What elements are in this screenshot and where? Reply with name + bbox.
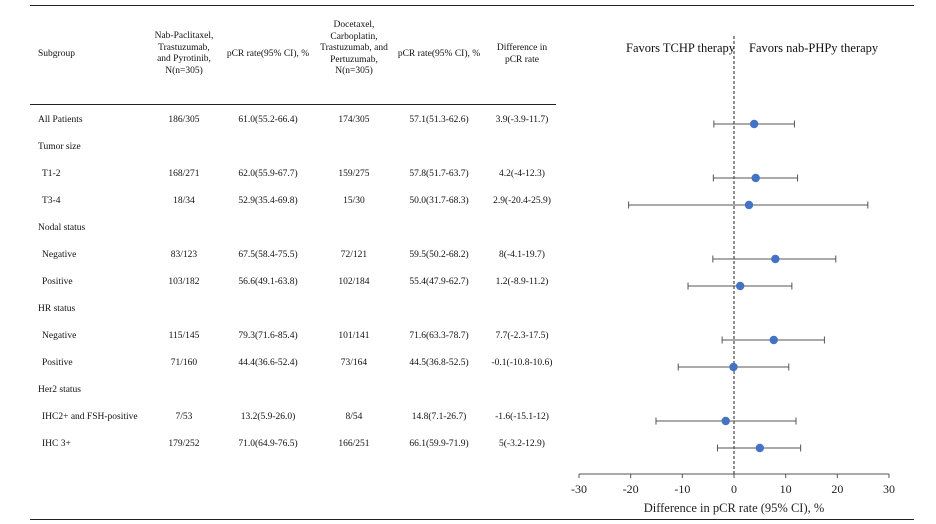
x-tick-label: -30 <box>571 482 587 496</box>
arm1-count: 179/252 <box>168 439 200 449</box>
point-estimate <box>721 416 730 426</box>
arm2-pcr-rate: 14.8(7.1-26.7) <box>411 412 467 422</box>
arm2-pcr-rate: 57.1(51.3-62.6) <box>409 115 469 125</box>
header-arm2: Docetaxel, Carboplatin, Trastuzumab, and Pe… <box>304 20 404 78</box>
x-tick-label: 30 <box>883 482 895 496</box>
header-arm1-line: and Pyrotinib, <box>157 54 211 64</box>
point-estimate <box>749 119 759 129</box>
header-difference-line: pCR rate <box>504 54 540 65</box>
subgroup-label: Positive <box>42 358 73 368</box>
group-label: HR status <box>38 304 76 314</box>
arm2-pcr-rate: 44.5(36.8-52.5) <box>409 358 469 368</box>
subgroup-label: T3-4 <box>42 196 61 206</box>
arm2-count: 8/54 <box>345 412 363 422</box>
favors-right-label: Favors nab-PHPy therapy <box>749 41 879 55</box>
arm1-count: 186/305 <box>168 115 200 125</box>
point-estimate <box>744 200 754 210</box>
arm1-pcr-rate: 67.5(58.4-75.5) <box>238 250 298 260</box>
subgroup-label: Negative <box>42 250 77 260</box>
point-estimate <box>729 362 738 372</box>
point-estimate <box>769 335 778 345</box>
subgroup-label: IHC2+ and FSH-positive <box>42 412 138 422</box>
difference-value: 2.9(-20.4-25.9) <box>493 196 551 206</box>
subgroup-label: Negative <box>42 331 77 341</box>
difference-value: 3.9(-3.9-11.7) <box>495 115 549 125</box>
arm1-pcr-rate: 56.6(49.1-63.8) <box>238 277 298 287</box>
arm1-count: 71/160 <box>170 358 198 368</box>
difference-value: 1.2(-8.9-11.2) <box>495 277 549 287</box>
table-bottom-rule <box>30 519 914 520</box>
header-arm1-line: N(n=305) <box>165 65 203 76</box>
difference-value: 5(-3.2-12.9) <box>499 439 545 449</box>
arm2-pcr-rate: 57.8(51.7-63.7) <box>409 169 469 179</box>
header-arm2-line: Pertuzumab, <box>330 54 378 65</box>
arm2-count: 15/30 <box>343 196 365 206</box>
subgroup-label: All Patients <box>38 115 83 125</box>
header-rate1: pCR rate(95% CI), % <box>226 49 310 59</box>
arm2-count: 174/305 <box>338 115 370 125</box>
header-arm2-line: Trastuzumab, and <box>320 43 388 53</box>
point-estimate <box>755 443 765 453</box>
header-arm1: Nab-Paclitaxel, Trastuzumab, and Pyrotinib… <box>134 31 234 77</box>
x-tick-label: 10 <box>780 482 792 496</box>
arm2-pcr-rate: 50.0(31.7-68.3) <box>409 196 469 206</box>
table-header-rule <box>30 104 556 105</box>
x-tick-label: -20 <box>623 482 639 496</box>
arm1-pcr-rate: 52.9(35.4-69.8) <box>238 196 298 206</box>
header-difference-line: Difference in <box>496 43 548 53</box>
arm1-pcr-rate: 44.4(36.6-52.4) <box>238 358 298 368</box>
header-arm1-line: Trastuzumab, <box>158 42 210 53</box>
arm1-count: 83/123 <box>170 250 198 260</box>
difference-value: 4.2(-4-12.3) <box>499 169 545 179</box>
x-tick-label: 20 <box>831 482 843 496</box>
subgroup-label: T1-2 <box>42 169 61 179</box>
arm2-count: 102/184 <box>338 277 370 287</box>
header-arm2-line: Docetaxel, <box>333 20 375 30</box>
group-label: Nodal status <box>38 223 86 233</box>
arm2-pcr-rate: 59.5(50.2-68.2) <box>409 250 469 260</box>
favors-left-label: Favors TCHP therapy <box>626 41 736 55</box>
arm1-pcr-rate: 13.2(5.9-26.0) <box>240 412 296 422</box>
header-arm2-line: Carboplatin, <box>330 31 378 42</box>
difference-value: 7.7(-2.3-17.5) <box>495 331 549 341</box>
difference-value: -0.1(-10.8-10.6) <box>491 358 553 368</box>
arm1-count: 115/145 <box>168 331 200 341</box>
arm2-count: 101/141 <box>338 331 370 341</box>
subgroup-label: Positive <box>42 277 73 287</box>
group-label: Her2 status <box>38 385 82 395</box>
header-rate2: pCR rate(95% CI), % <box>397 49 481 59</box>
subgroup-label: IHC 3+ <box>42 439 71 449</box>
difference-value: 8(-4.1-19.7) <box>499 250 545 260</box>
arm2-pcr-rate: 55.4(47.9-62.7) <box>409 277 469 287</box>
arm1-pcr-rate: 62.0(55.9-67.7) <box>238 169 298 179</box>
arm1-pcr-rate: 79.3(71.6-85.4) <box>238 331 298 341</box>
arm2-pcr-rate: 71.6(63.3-78.7) <box>409 331 469 341</box>
point-estimate <box>751 173 760 183</box>
x-tick-label: -10 <box>674 482 690 496</box>
group-label: Tumor size <box>38 142 81 152</box>
header-difference: Difference in pCR rate <box>472 43 572 66</box>
header-arm2-line: N(n=305) <box>335 66 373 76</box>
arm2-count: 73/164 <box>340 358 368 368</box>
arm1-count: 103/182 <box>168 277 200 287</box>
table-top-rule <box>30 5 914 6</box>
arm1-count: 18/34 <box>173 196 195 206</box>
arm2-count: 159/275 <box>338 169 370 179</box>
x-tick-label: 0 <box>731 482 737 496</box>
difference-value: -1.6(-15.1-12) <box>495 412 549 422</box>
x-axis-label: Difference in pCR rate (95% CI), % <box>644 501 825 515</box>
header-arm1-line: Nab-Paclitaxel, <box>154 31 214 41</box>
arm1-count: 7/53 <box>175 412 193 422</box>
arm1-count: 168/271 <box>168 169 200 179</box>
header-subgroup: Subgroup <box>38 49 75 59</box>
arm2-count: 166/251 <box>338 439 370 449</box>
arm1-pcr-rate: 71.0(64.9-76.5) <box>238 439 298 449</box>
point-estimate <box>771 254 780 264</box>
arm2-count: 72/121 <box>340 250 368 260</box>
arm2-pcr-rate: 66.1(59.9-71.9) <box>409 439 469 449</box>
point-estimate <box>736 281 745 291</box>
arm1-pcr-rate: 61.0(55.2-66.4) <box>238 115 298 125</box>
